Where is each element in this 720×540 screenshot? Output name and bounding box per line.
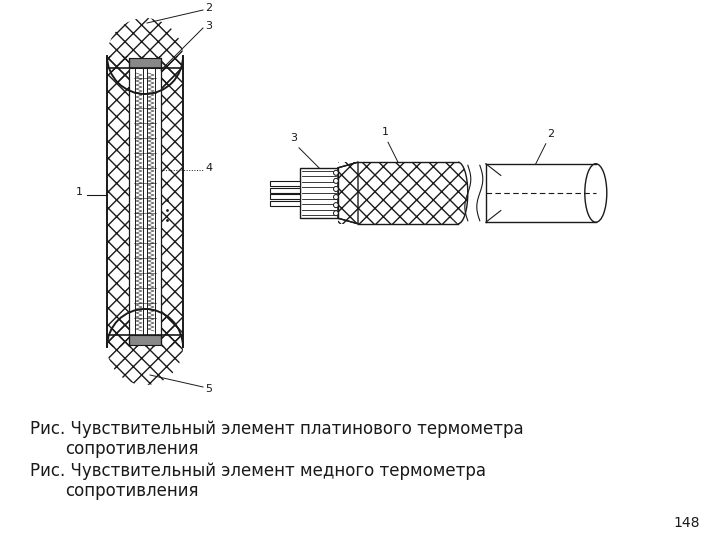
Text: 1: 1 [76, 187, 83, 197]
Bar [129, 58, 161, 68]
Bar [270, 193, 300, 199]
Text: сопротивления: сопротивления [65, 482, 199, 500]
Text: Рис. Чувствительный элемент платинового термометра: Рис. Чувствительный элемент платинового … [30, 420, 523, 438]
Text: 2: 2 [547, 129, 554, 139]
Bar [129, 58, 161, 345]
Circle shape [333, 194, 338, 200]
Ellipse shape [448, 162, 468, 224]
Bar [338, 162, 458, 224]
Text: 3: 3 [205, 21, 212, 31]
Circle shape [333, 202, 338, 207]
Circle shape [333, 170, 338, 176]
Polygon shape [338, 162, 358, 224]
Bar [486, 164, 596, 222]
Circle shape [333, 211, 338, 215]
Text: 5: 5 [205, 384, 212, 394]
Text: Рис. Чувствительный элемент медного термометра: Рис. Чувствительный элемент медного терм… [30, 462, 486, 480]
Circle shape [333, 186, 338, 192]
Circle shape [333, 178, 338, 184]
Bar [147, 68, 155, 335]
Text: 3: 3 [290, 133, 297, 143]
Bar [270, 200, 300, 206]
Ellipse shape [585, 164, 607, 222]
Text: сопротивления: сопротивления [65, 440, 199, 458]
Bar [270, 180, 300, 186]
Bar [270, 187, 300, 192]
Bar [135, 68, 143, 335]
Bar [338, 162, 458, 224]
Text: 2: 2 [205, 3, 212, 13]
Text: 4: 4 [205, 163, 212, 173]
Bar [300, 168, 338, 218]
Text: 148: 148 [673, 516, 700, 530]
Ellipse shape [107, 18, 183, 94]
Ellipse shape [107, 309, 183, 385]
Bar [107, 56, 183, 347]
Bar [107, 56, 183, 347]
Text: 1: 1 [382, 127, 389, 137]
Bar [129, 335, 161, 345]
